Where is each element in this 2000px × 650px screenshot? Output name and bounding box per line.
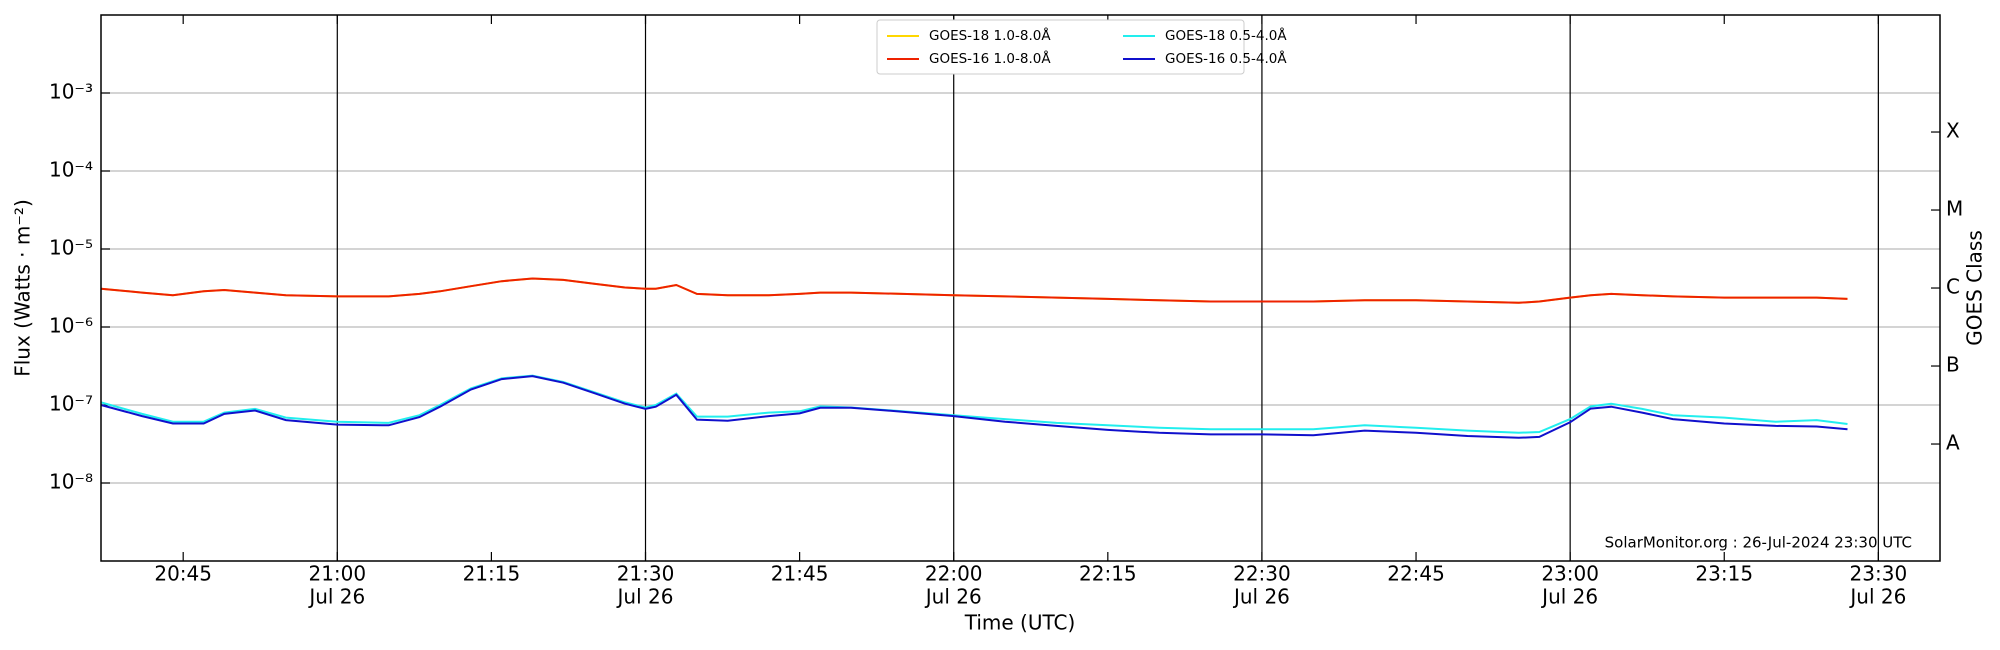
x-tick-label: 23:15 (1695, 562, 1753, 586)
y-tick-label: 10⁻⁸ (49, 470, 93, 494)
legend-label: GOES-16 0.5-4.0Å (1165, 50, 1287, 67)
y2-tick-label: X (1946, 119, 1960, 143)
x-tick-label: 22:00 (925, 562, 983, 586)
legend-label: GOES-16 1.0-8.0Å (929, 50, 1051, 67)
x-tick-date: Jul 26 (924, 585, 982, 609)
y-axis-label: Flux (Watts · m⁻²) (11, 199, 35, 377)
series-line (100, 277, 1848, 304)
x-tick-date: Jul 26 (1848, 585, 1906, 609)
y-tick-label: 10⁻⁷ (49, 392, 93, 416)
series-line (100, 374, 1848, 434)
series-line (100, 277, 1848, 304)
x-tick-label: 21:30 (617, 562, 675, 586)
series-line (100, 375, 1848, 439)
y2-axis-label: GOES Class (1963, 230, 1987, 346)
y-tick-label: 10⁻⁴ (49, 158, 93, 182)
y-tick-label: 10⁻³ (49, 80, 93, 104)
y2-tick-label: C (1946, 275, 1960, 299)
x-axis-label: Time (UTC) (964, 611, 1076, 635)
x-tick-label: 20:45 (154, 562, 212, 586)
legend-label: GOES-18 0.5-4.0Å (1165, 27, 1287, 44)
x-tick-date: Jul 26 (1540, 585, 1598, 609)
legend-box (876, 19, 1245, 75)
y-tick-label: 10⁻⁶ (49, 314, 93, 338)
legend-label: GOES-18 1.0-8.0Å (929, 27, 1051, 44)
x-tick-label: 23:00 (1541, 562, 1599, 586)
x-tick-date: Jul 26 (1232, 585, 1290, 609)
x-tick-date: Jul 26 (307, 585, 365, 609)
plot-frame (100, 14, 1941, 562)
x-tick-label: 21:00 (308, 562, 366, 586)
x-tick-label: 21:15 (463, 562, 521, 586)
x-tick-label: 21:45 (771, 562, 829, 586)
annotation: SolarMonitor.org : 26-Jul-2024 23:30 UTC (1605, 534, 1912, 552)
y2-tick-label: M (1946, 197, 1963, 221)
x-tick-label: 22:45 (1387, 562, 1445, 586)
x-tick-label: 22:30 (1233, 562, 1291, 586)
x-tick-label: 22:15 (1079, 562, 1137, 586)
y2-tick-label: A (1946, 431, 1960, 455)
y-tick-label: 10⁻⁵ (49, 236, 93, 260)
x-tick-label: 23:30 (1850, 562, 1908, 586)
y2-tick-label: B (1946, 353, 1960, 377)
x-tick-date: Jul 26 (616, 585, 674, 609)
